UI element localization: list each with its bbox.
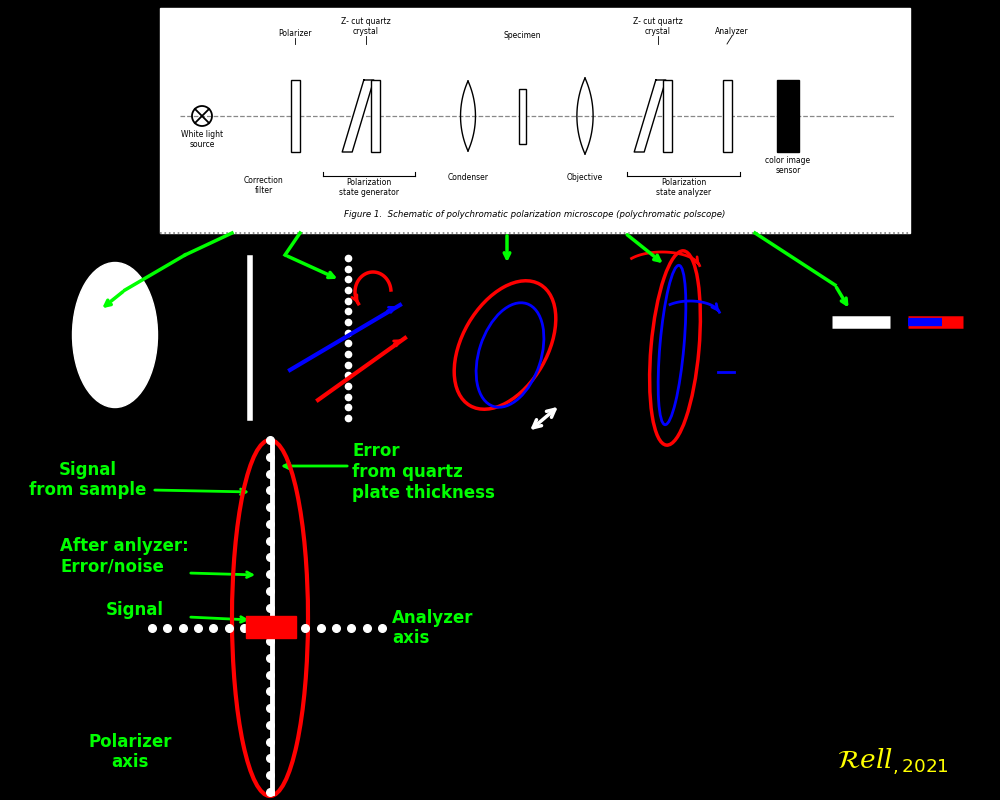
Text: Error
from quartz
plate thickness: Error from quartz plate thickness [352, 442, 495, 502]
Ellipse shape [72, 262, 158, 407]
Text: Analyzer: Analyzer [715, 27, 749, 36]
Text: Polarization
state analyzer: Polarization state analyzer [656, 178, 711, 198]
Text: Z- cut quartz
crystal: Z- cut quartz crystal [341, 17, 391, 36]
Text: Polarizer
axis: Polarizer axis [88, 733, 172, 771]
Text: Correction
filter: Correction filter [244, 176, 284, 195]
Bar [662, 80, 672, 152]
Bar [370, 80, 380, 152]
Polygon shape [342, 80, 374, 152]
Text: Condenser: Condenser [448, 173, 488, 182]
Text: Analyzer
axis: Analyzer axis [392, 609, 474, 647]
Bar [518, 89, 526, 143]
Text: Objective: Objective [567, 173, 603, 182]
Bar [722, 80, 732, 152]
Text: White light
source: White light source [181, 130, 223, 150]
Bar [246, 616, 296, 638]
Text: Figure 1.  Schematic of polychromatic polarization microscope (polychromatic pol: Figure 1. Schematic of polychromatic pol… [344, 210, 726, 219]
Text: Polarization
state generator: Polarization state generator [339, 178, 399, 198]
Bar [290, 80, 300, 152]
Text: $\mathcal{R}$ell$_{, 2021}$: $\mathcal{R}$ell$_{, 2021}$ [837, 747, 949, 778]
Text: Signal: Signal [106, 601, 164, 619]
Text: color image
sensor: color image sensor [765, 156, 811, 175]
Text: Specimen: Specimen [503, 31, 541, 40]
Bar [160, 8, 910, 233]
Polygon shape [634, 80, 666, 152]
Text: After anlyzer:
Error/noise: After anlyzer: Error/noise [60, 537, 189, 575]
Text: Signal
from sample: Signal from sample [29, 461, 147, 499]
Text: Polarizer: Polarizer [278, 29, 312, 38]
Text: Z- cut quartz
crystal: Z- cut quartz crystal [633, 17, 683, 36]
Bar [777, 80, 799, 152]
